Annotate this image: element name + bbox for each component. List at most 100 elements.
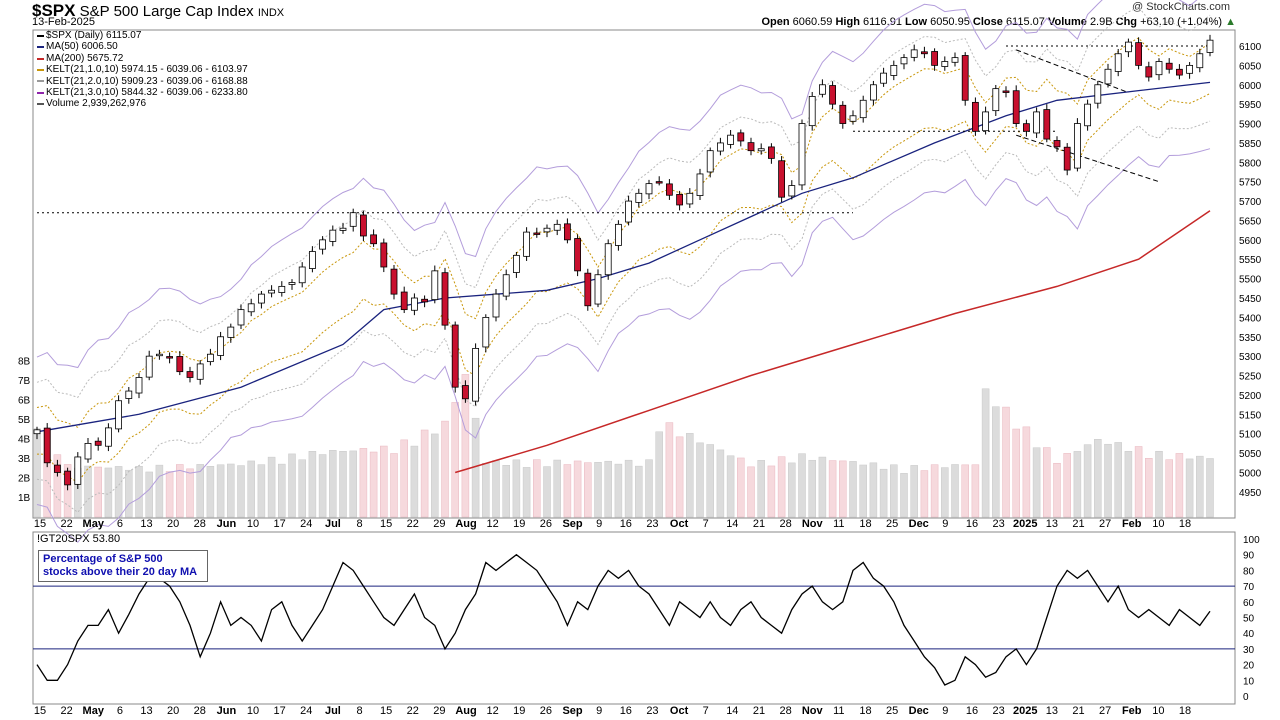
low-label: Low bbox=[905, 16, 928, 28]
price-tick-label: 5550 bbox=[1239, 255, 1262, 266]
open-label: Open bbox=[761, 16, 790, 28]
legend-swatch bbox=[37, 103, 44, 106]
candle-body bbox=[1074, 123, 1081, 169]
candle-body bbox=[972, 101, 979, 132]
volume-bar bbox=[53, 454, 62, 518]
volume-bar bbox=[461, 374, 470, 518]
indicator-line bbox=[36, 553, 1211, 686]
candle-body bbox=[155, 353, 163, 357]
volume-bar bbox=[818, 456, 827, 518]
candle-body bbox=[951, 57, 959, 63]
legend-item: KELT(21,3.0,10) 5844.32 - 6039.06 - 6233… bbox=[37, 87, 248, 98]
volume-bar bbox=[777, 456, 786, 518]
x-tick-label: 27 bbox=[1099, 705, 1111, 717]
price-tick-label: 5050 bbox=[1239, 449, 1262, 460]
candle-body bbox=[523, 231, 530, 257]
candle-body bbox=[1155, 61, 1163, 76]
volume-bar bbox=[145, 471, 153, 518]
candle-body bbox=[1196, 53, 1204, 69]
volume-bar bbox=[706, 444, 714, 518]
candle-body bbox=[757, 148, 765, 152]
legend-swatch bbox=[37, 91, 44, 94]
candle-body bbox=[308, 251, 316, 269]
x-tick-label: 29 bbox=[433, 518, 445, 530]
indicator-description-box: Percentage of S&P 500 stocks above their… bbox=[38, 550, 208, 582]
legend-text: KELT(21,3.0,10) 5844.32 - 6039.06 - 6233… bbox=[46, 87, 248, 99]
candle-body bbox=[410, 297, 418, 311]
x-tick-label: 16 bbox=[966, 705, 978, 717]
volume-bar bbox=[1053, 462, 1061, 518]
volume-bar bbox=[1134, 446, 1143, 518]
x-tick-label: 7 bbox=[703, 518, 709, 530]
legend-item: MA(200) 5675.72 bbox=[37, 53, 248, 64]
x-tick-label: 15 bbox=[380, 705, 392, 717]
volume-bar bbox=[369, 451, 378, 518]
x-tick-label: 18 bbox=[859, 705, 871, 717]
legend-text: $SPX (Daily) 6115.07 bbox=[46, 30, 142, 41]
volume-bar bbox=[329, 450, 337, 518]
low-value: 6050.95 bbox=[930, 16, 970, 28]
price-tick-label: 5950 bbox=[1239, 100, 1262, 111]
x-tick-label: 21 bbox=[753, 705, 765, 717]
candle-body bbox=[676, 193, 683, 206]
symbol: $SPX bbox=[32, 1, 76, 20]
volume-bar bbox=[104, 467, 113, 518]
x-tick-label: 21 bbox=[1072, 705, 1084, 717]
candle-body bbox=[1053, 140, 1061, 148]
candle-body bbox=[1063, 146, 1071, 171]
x-tick-label: 23 bbox=[992, 518, 1004, 530]
candle-body bbox=[900, 57, 908, 65]
volume-bar bbox=[451, 402, 459, 518]
volume-bar bbox=[869, 462, 878, 518]
candle-body bbox=[421, 298, 429, 303]
volume-bar bbox=[961, 464, 969, 518]
price-tick-label: 5100 bbox=[1239, 430, 1262, 441]
x-tick-label: 12 bbox=[487, 705, 499, 717]
volume-bar bbox=[1083, 444, 1092, 518]
candle-body bbox=[176, 356, 184, 373]
volume-bar bbox=[808, 459, 816, 518]
price-tick-label: 5300 bbox=[1239, 352, 1262, 363]
price-tick-label: 5000 bbox=[1239, 468, 1262, 479]
volume-bar bbox=[390, 453, 398, 518]
volume-bar bbox=[125, 469, 133, 518]
candle-body bbox=[206, 353, 214, 363]
candle-body bbox=[645, 183, 653, 195]
indicator-tick-label: 60 bbox=[1243, 598, 1255, 609]
candle-body bbox=[431, 270, 439, 300]
x-tick-label: 25 bbox=[886, 518, 898, 530]
candle-body bbox=[1114, 53, 1122, 72]
indicator-tick-label: 10 bbox=[1243, 676, 1255, 687]
volume-bar bbox=[94, 466, 102, 518]
candle-body bbox=[941, 61, 949, 67]
candle-body bbox=[666, 183, 673, 196]
index-name: S&P 500 Large Cap Index bbox=[79, 3, 254, 20]
legend-item: Volume 2,939,262,976 bbox=[37, 98, 248, 109]
x-tick-label: 13 bbox=[140, 705, 152, 717]
candle-body bbox=[808, 96, 816, 127]
price-tick-label: 5750 bbox=[1239, 178, 1262, 189]
indicator-tick-label: 90 bbox=[1243, 551, 1255, 562]
x-tick-label: 8 bbox=[356, 518, 362, 530]
volume-bar bbox=[941, 467, 949, 518]
price-tick-label: 5500 bbox=[1239, 275, 1262, 286]
candle-body bbox=[655, 181, 663, 184]
candle-body bbox=[247, 303, 255, 313]
candle-body bbox=[64, 470, 71, 486]
volume-bar bbox=[441, 420, 449, 518]
x-tick-label: 22 bbox=[61, 518, 73, 530]
x-tick-label: Jun bbox=[217, 705, 237, 717]
volume-bar bbox=[1196, 455, 1204, 518]
volume-bar bbox=[431, 433, 439, 518]
chg-label: Chg bbox=[1115, 16, 1138, 28]
x-tick-label: Jun bbox=[217, 518, 237, 530]
volume-bar bbox=[1145, 458, 1153, 518]
volume-bar bbox=[624, 459, 633, 518]
candle-body bbox=[910, 49, 918, 58]
candle-body bbox=[84, 442, 92, 460]
candle-body bbox=[564, 223, 571, 241]
candle-body bbox=[880, 72, 887, 84]
volume-bar bbox=[604, 460, 612, 518]
volume-bar bbox=[492, 460, 500, 518]
volume-bar bbox=[288, 453, 296, 518]
